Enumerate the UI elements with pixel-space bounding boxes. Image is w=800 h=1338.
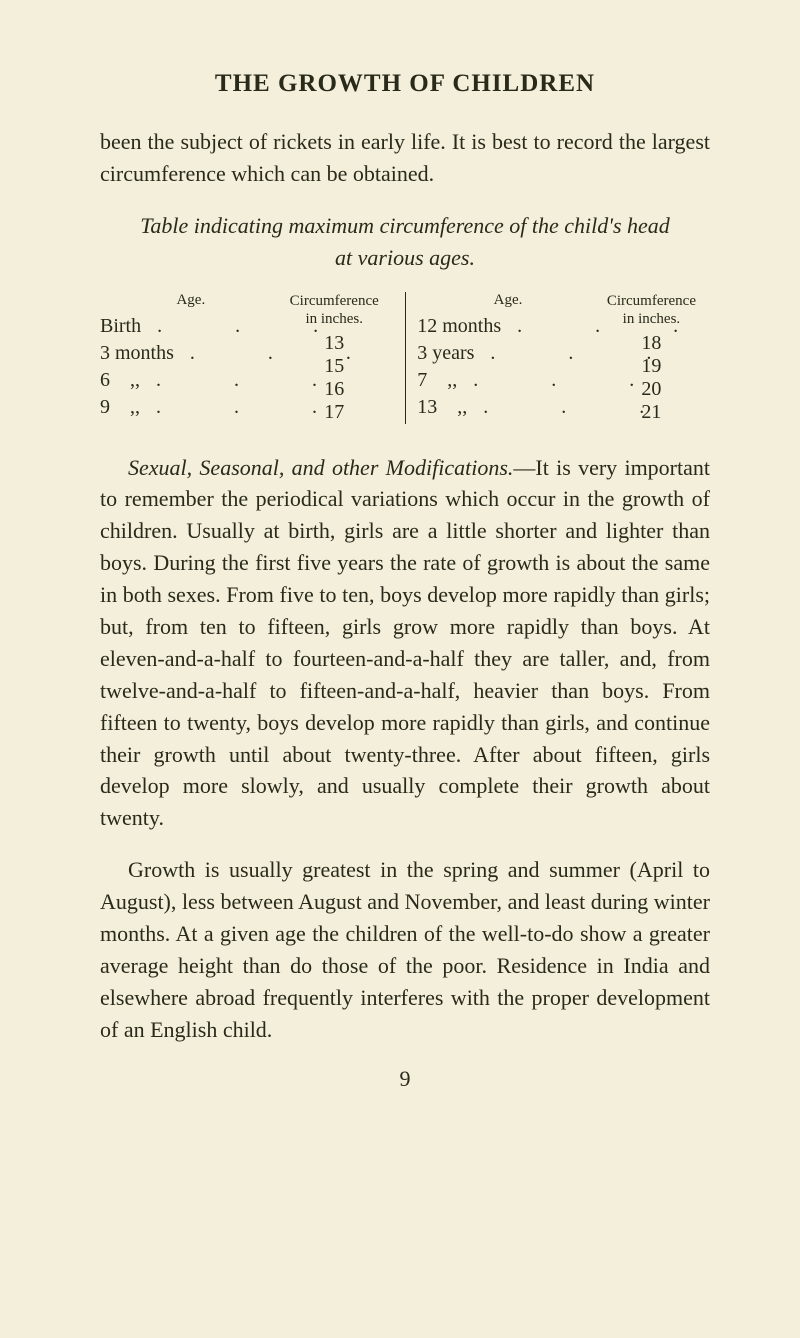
header-circumference: Circumference in inches. xyxy=(593,292,710,328)
age-cell: 3 years xyxy=(417,340,474,367)
age-cell: 13 ,, xyxy=(417,394,467,421)
intro-paragraph: been the subject of rickets in early lif… xyxy=(100,126,710,190)
table-row: 9 ,,. . . xyxy=(100,394,276,421)
circ-cell: 18 xyxy=(593,332,710,355)
body-text: —It is very important to remember the pe… xyxy=(100,455,710,831)
age-cell: 6 ,, xyxy=(100,367,140,394)
table-row: 7 ,,. . . xyxy=(417,367,593,394)
circ-cell: 13 xyxy=(276,332,393,355)
body-paragraph-1: Sexual, Seasonal, and other Modification… xyxy=(100,452,710,835)
header-age: Age. xyxy=(100,292,276,309)
circ-cell: 16 xyxy=(276,378,393,401)
table-caption: Table indicating maximum circumference o… xyxy=(131,210,680,274)
table-row: 12 months. . . xyxy=(417,313,593,340)
circumference-table: Age. Birth. . . 3 months. . . 6 ,,. . . … xyxy=(100,292,710,424)
table-right: Age. 12 months. . . 3 years. . . 7 ,,. .… xyxy=(417,292,710,424)
header-age: Age. xyxy=(417,292,593,309)
table-row: 13 ,,. . . xyxy=(417,394,593,421)
age-cell: 3 months xyxy=(100,340,174,367)
age-cell: Birth xyxy=(100,313,141,340)
page-number: 9 xyxy=(100,1066,710,1092)
body-text: Growth is usually greatest in the spring… xyxy=(100,857,710,1041)
right-circ-column: Circumference in inches. 18 19 20 21 xyxy=(593,292,710,424)
table-row: 3 years. . . xyxy=(417,340,593,367)
table-row: Birth. . . xyxy=(100,313,276,340)
age-cell: 12 months xyxy=(417,313,501,340)
right-age-column: Age. 12 months. . . 3 years. . . 7 ,,. .… xyxy=(417,292,593,424)
section-heading: Sexual, Seasonal, and other Modification… xyxy=(128,455,513,480)
circ-cell: 17 xyxy=(276,401,393,424)
circ-cell: 20 xyxy=(593,378,710,401)
body-paragraph-2: Growth is usually greatest in the spring… xyxy=(100,854,710,1045)
page: THE GROWTH OF CHILDREN been the subject … xyxy=(0,0,800,1132)
left-age-column: Age. Birth. . . 3 months. . . 6 ,,. . . … xyxy=(100,292,276,424)
table-row: 6 ,,. . . xyxy=(100,367,276,394)
header-circumference: Circumference in inches. xyxy=(276,292,393,328)
age-cell: 7 ,, xyxy=(417,367,457,394)
table-row: 3 months. . . xyxy=(100,340,276,367)
circ-cell: 19 xyxy=(593,355,710,378)
circ-cell: 15 xyxy=(276,355,393,378)
page-title: THE GROWTH OF CHILDREN xyxy=(100,70,710,98)
table-left: Age. Birth. . . 3 months. . . 6 ,,. . . … xyxy=(100,292,393,424)
circ-cell: 21 xyxy=(593,401,710,424)
left-circ-column: Circumference in inches. 13 15 16 17 xyxy=(276,292,393,424)
age-cell: 9 ,, xyxy=(100,394,140,421)
